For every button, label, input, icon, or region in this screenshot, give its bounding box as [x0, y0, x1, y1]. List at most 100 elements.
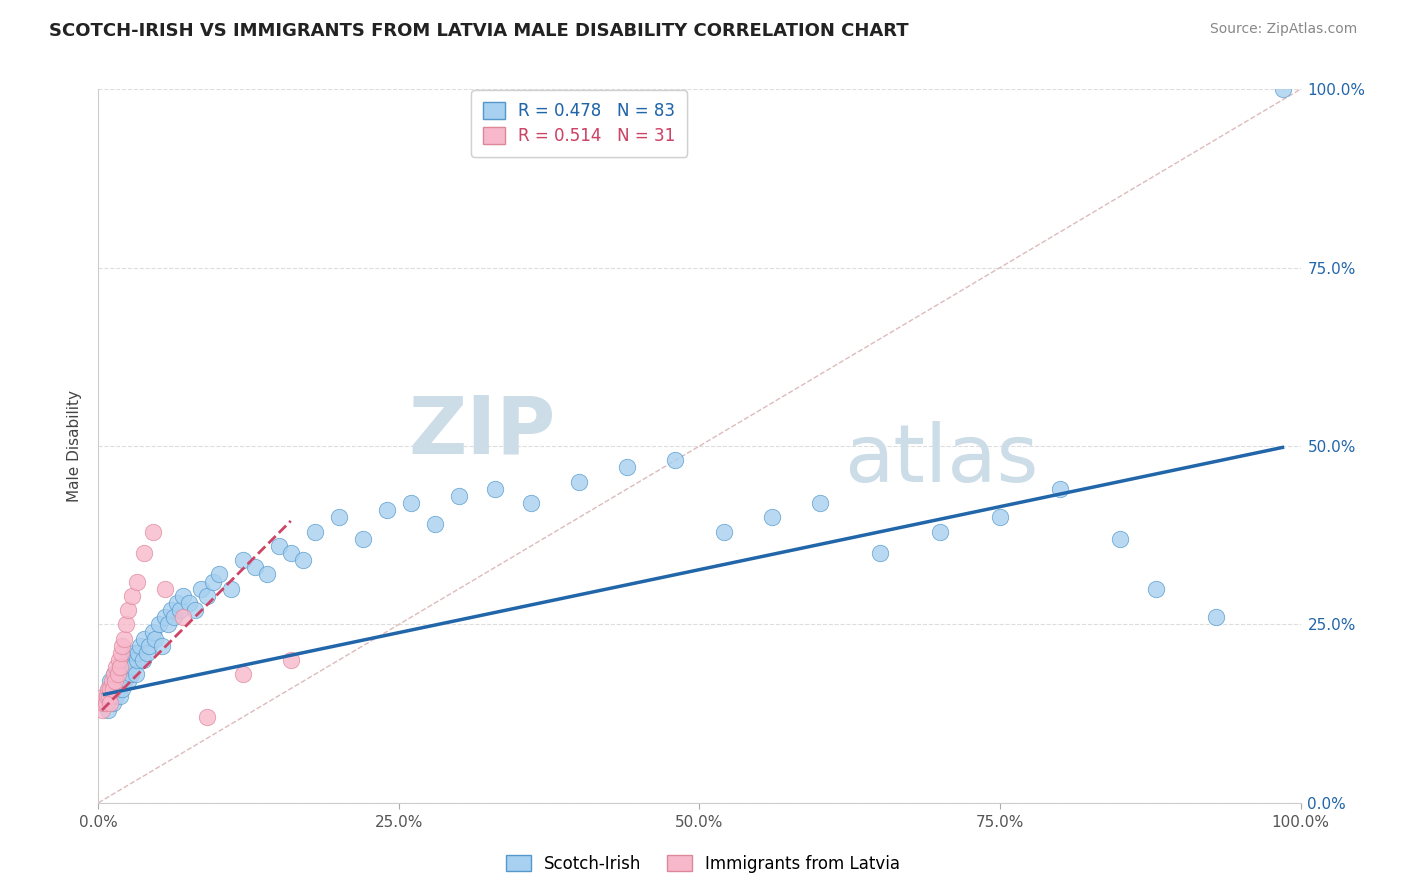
- Point: [1144, 582, 1167, 596]
- Point: [107, 681, 129, 696]
- Point: [100, 674, 122, 689]
- Point: [100, 689, 122, 703]
- Point: [111, 667, 134, 681]
- Point: [94, 696, 117, 710]
- Point: [105, 660, 128, 674]
- Point: [616, 460, 638, 475]
- Point: [112, 674, 135, 689]
- Point: [232, 553, 254, 567]
- Point: [375, 503, 398, 517]
- Point: [125, 574, 148, 589]
- Point: [172, 610, 194, 624]
- Point: [141, 624, 163, 639]
- Point: [108, 653, 131, 667]
- Point: [125, 653, 148, 667]
- Point: [115, 667, 138, 681]
- Y-axis label: Male Disability: Male Disability: [67, 390, 83, 502]
- Point: [208, 567, 231, 582]
- Point: [121, 589, 143, 603]
- Point: [141, 524, 163, 539]
- Point: [195, 589, 218, 603]
- Point: [100, 681, 122, 696]
- Point: [104, 674, 127, 689]
- Point: [100, 674, 122, 689]
- Point: [98, 689, 121, 703]
- Legend: R = 0.478   N = 83, R = 0.514   N = 31: R = 0.478 N = 83, R = 0.514 N = 31: [471, 90, 688, 157]
- Point: [127, 646, 149, 660]
- Point: [232, 667, 254, 681]
- Point: [172, 589, 194, 603]
- Point: [111, 681, 134, 696]
- Point: [132, 632, 155, 646]
- Point: [143, 632, 166, 646]
- Point: [447, 489, 470, 503]
- Point: [291, 553, 314, 567]
- Point: [399, 496, 422, 510]
- Point: [114, 660, 136, 674]
- Point: [304, 524, 326, 539]
- Point: [157, 617, 180, 632]
- Point: [125, 667, 148, 681]
- Point: [115, 617, 138, 632]
- Point: [423, 517, 446, 532]
- Point: [117, 674, 139, 689]
- Point: [110, 646, 132, 660]
- Point: [568, 475, 591, 489]
- Point: [100, 696, 122, 710]
- Point: [138, 639, 160, 653]
- Point: [243, 560, 266, 574]
- Point: [153, 582, 176, 596]
- Point: [163, 610, 186, 624]
- Point: [96, 689, 118, 703]
- Point: [93, 689, 115, 703]
- Point: [183, 603, 205, 617]
- Point: [928, 524, 950, 539]
- Point: [280, 546, 302, 560]
- Point: [1049, 482, 1071, 496]
- Point: [520, 496, 543, 510]
- Text: Source: ZipAtlas.com: Source: ZipAtlas.com: [1209, 22, 1357, 37]
- Point: [91, 703, 114, 717]
- Point: [110, 674, 132, 689]
- Point: [135, 646, 157, 660]
- Point: [108, 667, 131, 681]
- Point: [103, 667, 125, 681]
- Point: [159, 603, 181, 617]
- Point: [97, 703, 120, 717]
- Point: [117, 653, 139, 667]
- Point: [112, 632, 135, 646]
- Point: [105, 674, 128, 689]
- Point: [108, 660, 131, 674]
- Point: [111, 639, 134, 653]
- Point: [869, 546, 891, 560]
- Point: [120, 667, 142, 681]
- Point: [118, 660, 141, 674]
- Point: [93, 696, 115, 710]
- Point: [132, 546, 155, 560]
- Point: [166, 596, 188, 610]
- Text: SCOTCH-IRISH VS IMMIGRANTS FROM LATVIA MALE DISABILITY CORRELATION CHART: SCOTCH-IRISH VS IMMIGRANTS FROM LATVIA M…: [49, 22, 908, 40]
- Point: [101, 681, 124, 696]
- Point: [98, 681, 121, 696]
- Point: [91, 696, 114, 710]
- Point: [108, 689, 131, 703]
- Point: [808, 496, 831, 510]
- Point: [132, 653, 155, 667]
- Point: [1271, 82, 1294, 96]
- Point: [988, 510, 1011, 524]
- Point: [100, 681, 122, 696]
- Point: [129, 639, 152, 653]
- Point: [103, 667, 125, 681]
- Point: [190, 582, 212, 596]
- Point: [1109, 532, 1132, 546]
- Point: [352, 532, 374, 546]
- Point: [201, 574, 224, 589]
- Point: [1205, 610, 1227, 624]
- Point: [121, 653, 143, 667]
- Point: [761, 510, 783, 524]
- Point: [96, 689, 118, 703]
- Point: [124, 646, 146, 660]
- Text: ZIP: ZIP: [408, 392, 555, 471]
- Point: [148, 617, 170, 632]
- Point: [153, 610, 176, 624]
